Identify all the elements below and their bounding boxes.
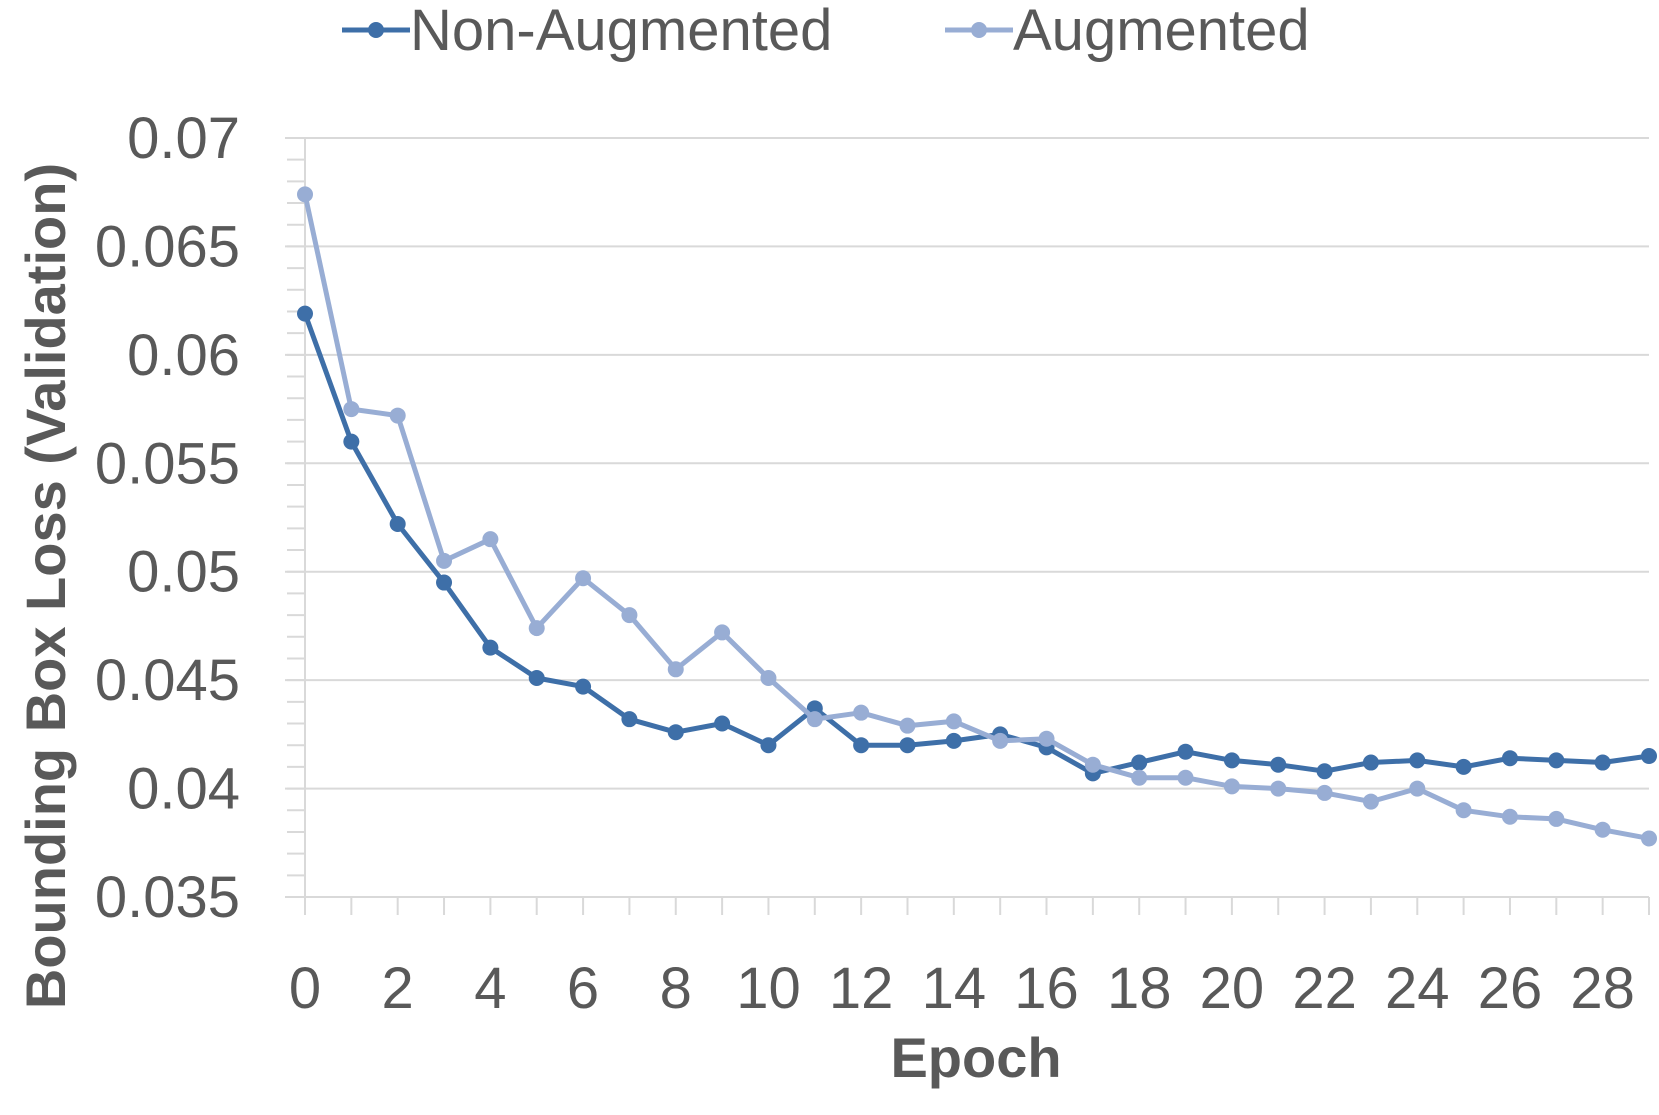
data-point	[853, 704, 870, 721]
data-point	[1548, 752, 1565, 769]
data-point	[482, 531, 499, 548]
x-tick-label: 24	[1385, 956, 1450, 1021]
x-tick-label: 6	[567, 956, 599, 1021]
x-tick-label: 26	[1478, 956, 1543, 1021]
data-point	[1131, 754, 1148, 771]
x-tick-label: 18	[1107, 956, 1172, 1021]
data-point	[992, 732, 1009, 749]
y-tick-label: 0.035	[95, 865, 240, 930]
data-point	[389, 516, 406, 533]
x-tick-label: 12	[829, 956, 894, 1021]
data-point	[436, 552, 453, 569]
x-tick-label: 10	[736, 956, 801, 1021]
data-point	[1038, 730, 1055, 747]
data-point	[1177, 769, 1194, 786]
data-point	[621, 711, 638, 728]
x-axis-title: Epoch	[890, 1026, 1061, 1089]
data-point	[667, 724, 684, 741]
series-non-augmented	[297, 305, 1657, 782]
legend-label: Non-Augmented	[410, 0, 832, 63]
x-tick-label: 0	[289, 956, 321, 1021]
data-point	[1270, 756, 1287, 773]
data-point	[1223, 752, 1240, 769]
data-point	[1131, 769, 1148, 786]
gridlines	[285, 137, 1649, 790]
legend-marker-point	[368, 22, 384, 38]
x-tick-label: 14	[922, 956, 987, 1021]
legend-label: Augmented	[1013, 0, 1310, 63]
y-tick-label: 0.06	[127, 323, 240, 388]
data-point	[436, 574, 453, 591]
data-point	[899, 717, 916, 734]
data-point	[1548, 810, 1565, 827]
data-point	[1084, 756, 1101, 773]
data-point	[1594, 754, 1611, 771]
data-point	[575, 570, 592, 587]
x-tick-label: 22	[1292, 956, 1357, 1021]
data-point	[482, 639, 499, 656]
data-point	[945, 732, 962, 749]
data-point	[1316, 763, 1333, 780]
data-point	[899, 737, 916, 754]
x-tick-label: 8	[660, 956, 692, 1021]
x-tick-label: 4	[474, 956, 506, 1021]
x-tick-label: 2	[382, 956, 414, 1021]
data-point	[1641, 748, 1657, 765]
y-tick-label: 0.05	[127, 540, 240, 605]
legend: Non-Augmented Augmented	[342, 0, 1310, 63]
data-point	[1270, 780, 1287, 797]
data-point	[853, 737, 870, 754]
y-tick-label: 0.04	[127, 757, 240, 822]
y-tick-label: 0.055	[95, 431, 240, 496]
data-point	[806, 711, 823, 728]
data-point	[1594, 821, 1611, 838]
data-point	[528, 620, 545, 637]
series-line	[302, 193, 1650, 841]
y-tick-label: 0.045	[95, 648, 240, 713]
data-point	[714, 624, 731, 641]
series-augmented	[297, 186, 1657, 847]
data-point	[760, 737, 777, 754]
data-point	[1223, 778, 1240, 795]
data-point	[1362, 754, 1379, 771]
data-point	[343, 433, 360, 450]
data-point	[1409, 752, 1426, 769]
data-point	[1641, 830, 1657, 847]
y-tick-label: 0.065	[95, 214, 240, 279]
y-axis-title: Bounding Box Loss (Validation)	[14, 163, 77, 1009]
legend-marker-point	[971, 22, 987, 38]
x-tick-label: 20	[1200, 956, 1265, 1021]
y-tick-label: 0.07	[127, 106, 240, 171]
data-point	[1362, 793, 1379, 810]
data-point	[528, 669, 545, 686]
data-point	[621, 607, 638, 624]
data-point	[760, 669, 777, 686]
data-point	[1316, 784, 1333, 801]
data-point	[297, 186, 313, 203]
data-point	[1501, 750, 1518, 767]
data-point	[945, 713, 962, 730]
data-point	[667, 661, 684, 678]
x-tick-label: 16	[1014, 956, 1079, 1021]
data-point	[1177, 743, 1194, 760]
data-point	[1455, 802, 1472, 819]
series-lines	[297, 186, 1657, 847]
data-point	[575, 678, 592, 695]
data-point	[389, 407, 406, 424]
x-tick-label: 28	[1570, 956, 1635, 1021]
data-point	[1409, 780, 1426, 797]
data-point	[1501, 808, 1518, 825]
data-point	[343, 401, 360, 418]
data-point	[1455, 758, 1472, 775]
data-point	[714, 715, 731, 732]
data-point	[297, 305, 313, 322]
